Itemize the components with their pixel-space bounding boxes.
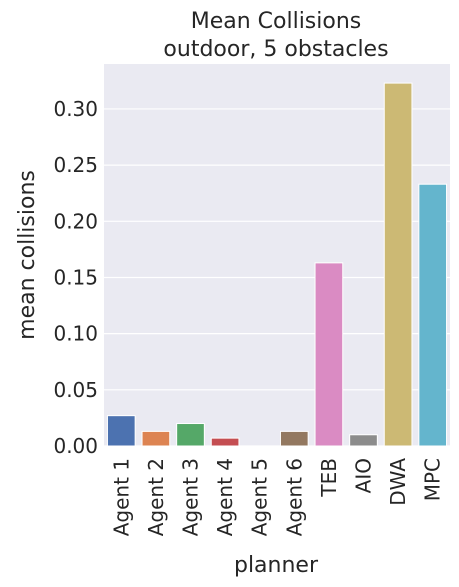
bar-agent-1	[106, 415, 136, 447]
x-tick-label: Agent 2	[144, 458, 168, 536]
bar-agent-3	[176, 423, 205, 447]
y-axis-label: mean collisions	[15, 170, 40, 340]
x-tick-label: MPC	[421, 458, 445, 501]
y-tick-label: 0.15	[53, 265, 98, 289]
x-tick-label: Agent 4	[213, 458, 237, 536]
bar-agent-6	[279, 430, 309, 447]
x-tick-label: Agent 3	[179, 458, 203, 536]
bar-agent-2	[141, 430, 171, 447]
bar-dwa	[383, 82, 413, 447]
x-tick-label: DWA	[386, 458, 410, 506]
y-tick-label: 0.10	[53, 322, 98, 346]
chart-title-line-2: outdoor, 5 obstacles	[163, 37, 388, 62]
y-tick-labels: 0.00 0.05 0.10 0.15 0.20 0.25 0.30	[53, 97, 98, 458]
y-tick-label: 0.20	[53, 209, 98, 233]
x-tick-label: Agent 5	[248, 458, 272, 536]
x-tick-label: AIO	[352, 458, 376, 493]
bars	[106, 82, 448, 447]
y-tick-label: 0.30	[53, 97, 98, 121]
bar-agent-4	[210, 437, 240, 447]
y-tick-label: 0.05	[53, 378, 98, 402]
bar-mpc	[418, 183, 448, 447]
x-tick-label: Agent 1	[109, 458, 133, 536]
y-tick-label: 0.25	[53, 153, 98, 177]
x-axis-label: planner	[234, 553, 319, 578]
bar-aio	[349, 434, 378, 447]
chart-title-line-1: Mean Collisions	[191, 9, 362, 34]
y-tick-label: 0.00	[53, 434, 98, 458]
x-tick-label: Agent 6	[282, 458, 306, 536]
x-tick-labels: Agent 1 Agent 2 Agent 3 Agent 4 Agent 5 Agent…	[109, 458, 444, 537]
bar-teb	[314, 262, 344, 447]
x-tick-label: TEB	[317, 458, 341, 498]
